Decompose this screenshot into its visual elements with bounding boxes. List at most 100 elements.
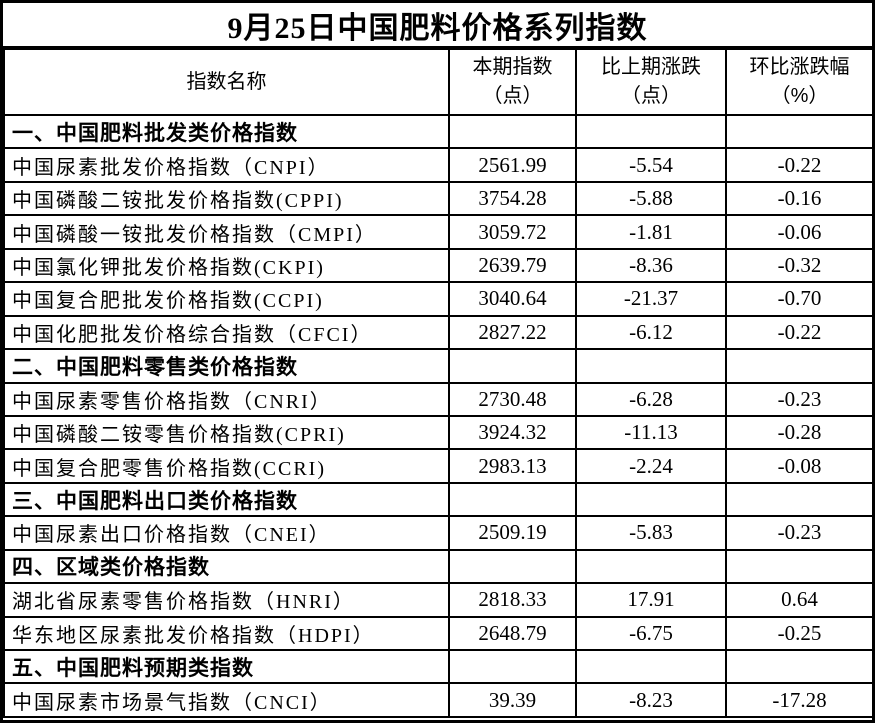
period-change-cell: [575, 113, 727, 150]
current-index-cell: 3059.72: [448, 214, 577, 250]
section-row: 五、中国肥料预期类指数: [3, 648, 874, 685]
current-index-cell: 2983.13: [448, 448, 577, 484]
pct-change-cell: [725, 648, 874, 685]
table-row: 中国尿素出口价格指数（CNEI） 2509.19 -5.83 -0.23: [3, 515, 874, 551]
pct-change-cell: -0.70: [725, 281, 874, 317]
pct-change-cell: -0.23: [725, 381, 874, 417]
index-name-cell: 中国磷酸二铵零售价格指数(CPRI): [3, 414, 450, 451]
table-row: 中国磷酸二铵批发价格指数(CPPI) 3754.28 -5.88 -0.16: [3, 180, 874, 217]
table-row: 中国化肥批发价格综合指数（CFCI） 2827.22 -6.12 -0.22: [3, 314, 874, 351]
header-line-1: 环比涨跌幅: [749, 56, 850, 78]
period-change-cell: -2.24: [575, 448, 727, 484]
current-index-cell: 2639.79: [448, 247, 577, 284]
table-row: 中国氯化钾批发价格指数(CKPI) 2639.79 -8.36 -0.32: [3, 247, 874, 284]
index-name-cell: 湖北省尿素零售价格指数（HNRI）: [3, 582, 450, 618]
pct-change-cell: -0.28: [725, 414, 874, 451]
current-index-cell: [448, 113, 577, 150]
current-index-cell: 2827.22: [448, 314, 577, 351]
index-name-cell: 中国化肥批发价格综合指数（CFCI）: [3, 314, 450, 351]
pct-change-cell: -0.08: [725, 448, 874, 484]
index-table: 指数名称 本期指数 （点） 比上期涨跌 （点） 环比涨跌幅 （%） 一、中国肥料…: [3, 48, 874, 718]
period-change-cell: -21.37: [575, 281, 727, 317]
period-change-cell: [575, 548, 727, 585]
index-name-cell: 二、中国肥料零售类价格指数: [3, 348, 450, 384]
header-line-2: （点）: [482, 85, 543, 107]
current-index-cell: 2561.99: [448, 147, 577, 183]
header-row: 指数名称 本期指数 （点） 比上期涨跌 （点） 环比涨跌幅 （%）: [3, 48, 874, 116]
table-row: 中国复合肥零售价格指数(CCRI) 2983.13 -2.24 -0.08: [3, 448, 874, 484]
period-change-cell: -1.81: [575, 214, 727, 250]
period-change-cell: -5.88: [575, 180, 727, 217]
period-change-cell: [575, 481, 727, 518]
index-name-cell: 中国尿素市场景气指数（CNCI）: [3, 682, 450, 718]
pct-change-cell: [725, 348, 874, 384]
current-index-cell: 3040.64: [448, 281, 577, 317]
pct-change-cell: [725, 113, 874, 150]
period-change-cell: -6.12: [575, 314, 727, 351]
col-header-current-index: 本期指数 （点）: [448, 48, 577, 116]
col-header-index-name: 指数名称: [3, 48, 450, 116]
period-change-cell: -8.23: [575, 682, 727, 718]
pct-change-cell: -0.06: [725, 214, 874, 250]
current-index-cell: [448, 481, 577, 518]
current-index-cell: 2648.79: [448, 615, 577, 652]
current-index-cell: 2509.19: [448, 515, 577, 551]
period-change-cell: -5.54: [575, 147, 727, 183]
index-name-cell: 三、中国肥料出口类价格指数: [3, 481, 450, 518]
period-change-cell: -8.36: [575, 247, 727, 284]
table-row: 湖北省尿素零售价格指数（HNRI） 2818.33 17.91 0.64: [3, 582, 874, 618]
table-row: 中国磷酸二铵零售价格指数(CPRI) 3924.32 -11.13 -0.28: [3, 414, 874, 451]
current-index-cell: 3924.32: [448, 414, 577, 451]
current-index-cell: 2730.48: [448, 381, 577, 417]
pct-change-cell: -0.22: [725, 147, 874, 183]
header-line-2: （点）: [621, 85, 681, 107]
pct-change-cell: -0.23: [725, 515, 874, 551]
period-change-cell: -5.83: [575, 515, 727, 551]
index-name-cell: 五、中国肥料预期类指数: [3, 648, 450, 685]
current-index-cell: 3754.28: [448, 180, 577, 217]
index-name-cell: 中国氯化钾批发价格指数(CKPI): [3, 247, 450, 284]
current-index-cell: [448, 348, 577, 384]
current-index-cell: 39.39: [448, 682, 577, 718]
pct-change-cell: [725, 481, 874, 518]
index-name-cell: 中国复合肥零售价格指数(CCRI): [3, 448, 450, 484]
table-row: 中国尿素零售价格指数（CNRI） 2730.48 -6.28 -0.23: [3, 381, 874, 417]
col-header-pct-change: 环比涨跌幅 （%）: [725, 48, 874, 116]
col-header-period-change: 比上期涨跌 （点）: [575, 48, 727, 116]
period-change-cell: -6.28: [575, 381, 727, 417]
index-name-cell: 中国尿素零售价格指数（CNRI）: [3, 381, 450, 417]
pct-change-cell: -0.16: [725, 180, 874, 217]
pct-change-cell: [725, 548, 874, 585]
index-name-cell: 中国尿素批发价格指数（CNPI）: [3, 147, 450, 183]
pct-change-cell: -0.32: [725, 247, 874, 284]
pct-change-cell: -0.25: [725, 615, 874, 652]
index-name-cell: 中国磷酸一铵批发价格指数（CMPI）: [3, 214, 450, 250]
period-change-cell: [575, 648, 727, 685]
index-name-cell: 中国尿素出口价格指数（CNEI）: [3, 515, 450, 551]
table-row: 中国复合肥批发价格指数(CCPI) 3040.64 -21.37 -0.70: [3, 281, 874, 317]
section-row: 四、区域类价格指数: [3, 548, 874, 585]
period-change-cell: [575, 348, 727, 384]
index-name-cell: 四、区域类价格指数: [3, 548, 450, 585]
header-line-1: 本期指数: [472, 56, 553, 78]
section-row: 一、中国肥料批发类价格指数: [3, 113, 874, 150]
pct-change-cell: -0.22: [725, 314, 874, 351]
table-row: 中国尿素市场景气指数（CNCI） 39.39 -8.23 -17.28: [3, 682, 874, 718]
header-line-1: 比上期涨跌: [601, 56, 701, 78]
page-title: 9月25日中国肥料价格系列指数: [3, 3, 872, 48]
index-name-cell: 中国复合肥批发价格指数(CCPI): [3, 281, 450, 317]
period-change-cell: -11.13: [575, 414, 727, 451]
index-name-cell: 中国磷酸二铵批发价格指数(CPPI): [3, 180, 450, 217]
section-row: 二、中国肥料零售类价格指数: [3, 348, 874, 384]
table-body: 一、中国肥料批发类价格指数 中国尿素批发价格指数（CNPI） 2561.99 -5.5…: [3, 113, 874, 718]
index-name-cell: 华东地区尿素批发价格指数（HDPI）: [3, 615, 450, 652]
header-line-2: （%）: [770, 85, 829, 107]
index-name-cell: 一、中国肥料批发类价格指数: [3, 113, 450, 150]
pct-change-cell: -17.28: [725, 682, 874, 718]
current-index-cell: [448, 648, 577, 685]
table-row: 华东地区尿素批发价格指数（HDPI） 2648.79 -6.75 -0.25: [3, 615, 874, 652]
period-change-cell: 17.91: [575, 582, 727, 618]
current-index-cell: 2818.33: [448, 582, 577, 618]
table-row: 中国磷酸一铵批发价格指数（CMPI） 3059.72 -1.81 -0.06: [3, 214, 874, 250]
current-index-cell: [448, 548, 577, 585]
